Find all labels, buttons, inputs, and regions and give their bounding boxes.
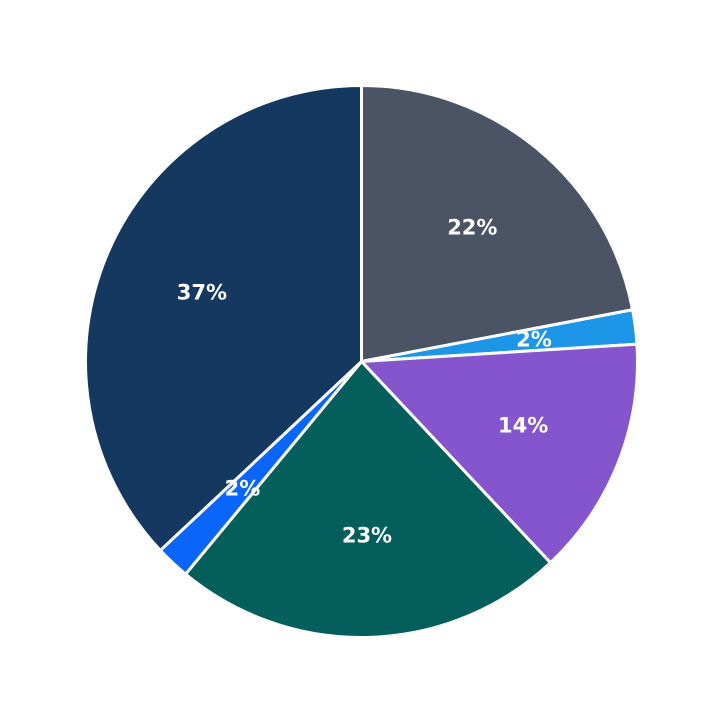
pie-slice-label-0: 22%: [447, 216, 497, 240]
pie-slice-label-5: 37%: [177, 280, 227, 304]
pie-slice-3: [184, 360, 552, 639]
pie-slice-label-2: 14%: [498, 414, 548, 438]
pie-slice-label-3: 23%: [342, 523, 392, 547]
pie-slice-2: [360, 342, 639, 565]
pie-slice-label-1: 2%: [516, 328, 552, 352]
pie-slice-label-4: 2%: [225, 476, 261, 500]
pie-slice-0: [360, 84, 635, 363]
pie-slice-5: [84, 84, 363, 552]
pie-labels: 22% 2% 14% 23% 2% 37%: [177, 216, 552, 548]
pie-slices: [84, 84, 639, 639]
